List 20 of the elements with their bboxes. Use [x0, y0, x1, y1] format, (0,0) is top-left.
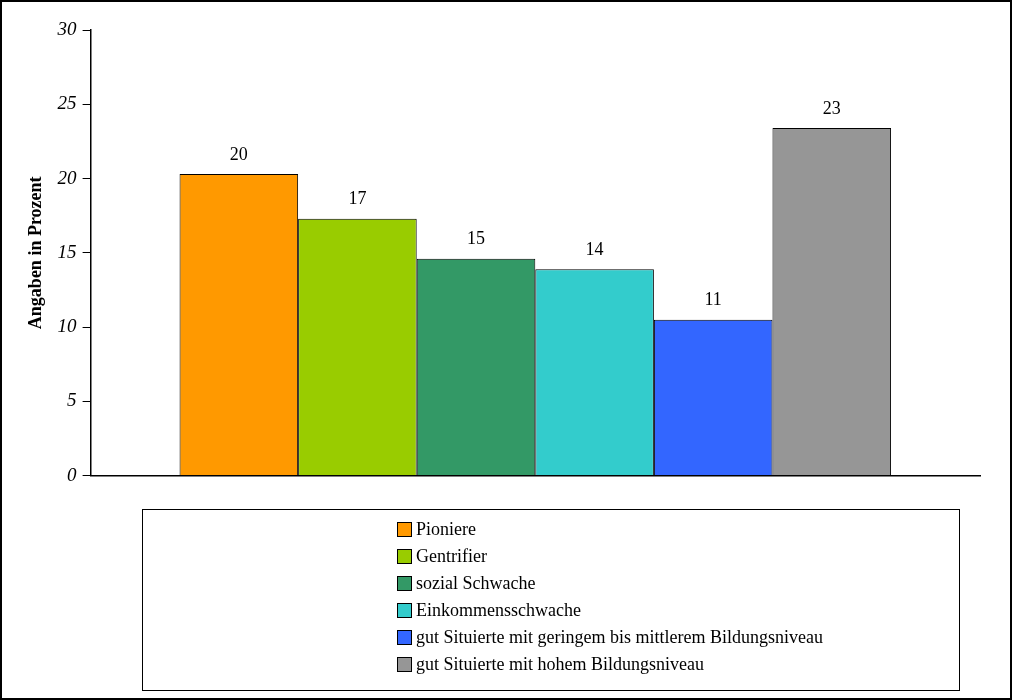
legend-label: Einkommensschwache	[416, 600, 581, 621]
legend-label: gut Situierte mit hohem Bildungsniveau	[416, 654, 704, 675]
data-label: 20	[229, 143, 248, 164]
legend-label: sozial Schwache	[416, 573, 536, 594]
data-label: 11	[704, 289, 722, 310]
data-label: 15	[467, 228, 486, 249]
y-tick-label: 15	[57, 240, 77, 262]
y-axis-title: Angaben in Prozent	[25, 176, 46, 330]
data-label: 14	[585, 238, 604, 259]
y-tick-label: 20	[57, 166, 78, 188]
legend-label: Pioniere	[416, 519, 476, 540]
y-tick-label: 30	[56, 18, 78, 39]
data-label: 23	[822, 97, 841, 118]
y-tick-label: 5	[67, 389, 77, 411]
y-tick-label: 10	[57, 315, 78, 337]
y-tick-label: 0	[67, 463, 78, 485]
legend-label: Gentrifier	[416, 546, 487, 567]
legend-label: gut Situierte mit geringem bis mittlerem Bildungsniveau	[416, 627, 823, 648]
data-label: 17	[348, 188, 367, 209]
y-tick-label: 25	[57, 92, 77, 114]
